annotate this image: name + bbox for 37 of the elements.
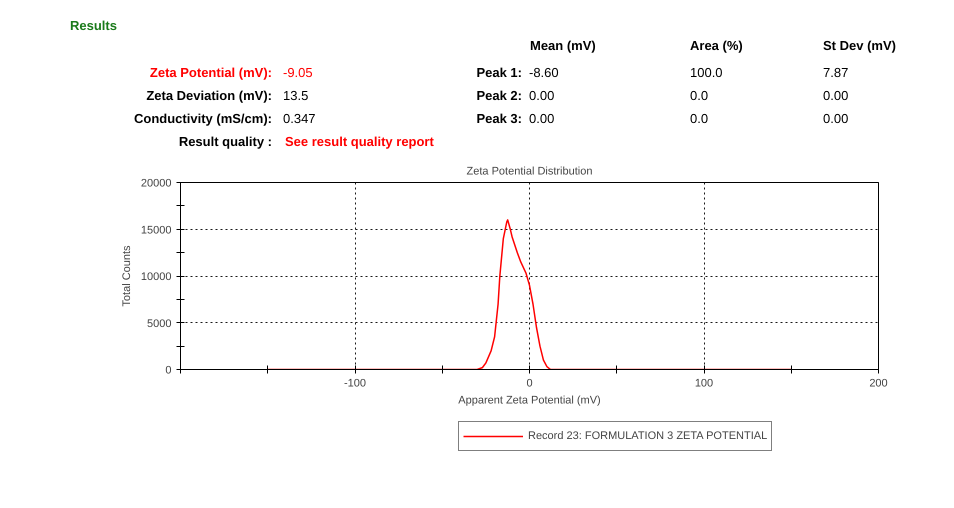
y-tick-label: 15000 — [140, 224, 172, 236]
text: 13.5 — [283, 87, 308, 105]
text: 0.347 — [283, 110, 316, 128]
x-axis-title: Apparent Zeta Potential (mV) — [458, 394, 601, 406]
text: 7.87 — [823, 64, 848, 82]
text: 0.00 — [529, 110, 554, 128]
text: Zeta Deviation (mV): — [146, 87, 272, 105]
x-tick-label: 100 — [694, 378, 714, 390]
text: Area (%) — [690, 37, 743, 55]
text: Zeta Potential (mV): — [150, 64, 272, 82]
text: Conductivity (mS/cm): — [134, 110, 272, 128]
text: St Dev (mV) — [823, 37, 896, 55]
text: Record 23: FORMULATION 3 ZETA POTENTIAL — [528, 430, 768, 442]
text: Peak 2: — [476, 87, 522, 105]
text: Mean (mV) — [530, 37, 596, 55]
text: 0.0 — [690, 87, 708, 105]
x-tick-label: 200 — [869, 378, 888, 390]
x-tick-label: 0 — [526, 378, 533, 390]
y-tick-label: 10000 — [140, 271, 172, 283]
y-tick-label: 20000 — [140, 178, 172, 190]
text: Result quality : — [178, 133, 272, 151]
text: Peak 3: — [476, 110, 522, 128]
text: Peak 1: — [476, 64, 522, 82]
text: 0.00 — [529, 87, 554, 105]
text: 100.0 — [690, 64, 723, 82]
text: -9.05 — [283, 64, 313, 82]
text: 0.00 — [823, 110, 848, 128]
text: 0.00 — [823, 87, 848, 105]
y-axis-title: Total Counts — [120, 244, 133, 307]
text: See result quality report — [285, 133, 434, 151]
text: Results — [70, 17, 117, 35]
y-tick-label: 0 — [165, 364, 172, 376]
text: -8.60 — [529, 64, 559, 82]
text: 0.0 — [690, 110, 708, 128]
x-tick-label: -100 — [344, 378, 366, 390]
chart-title: Zeta Potential Distribution — [466, 166, 592, 178]
y-tick-label: 5000 — [147, 318, 172, 330]
